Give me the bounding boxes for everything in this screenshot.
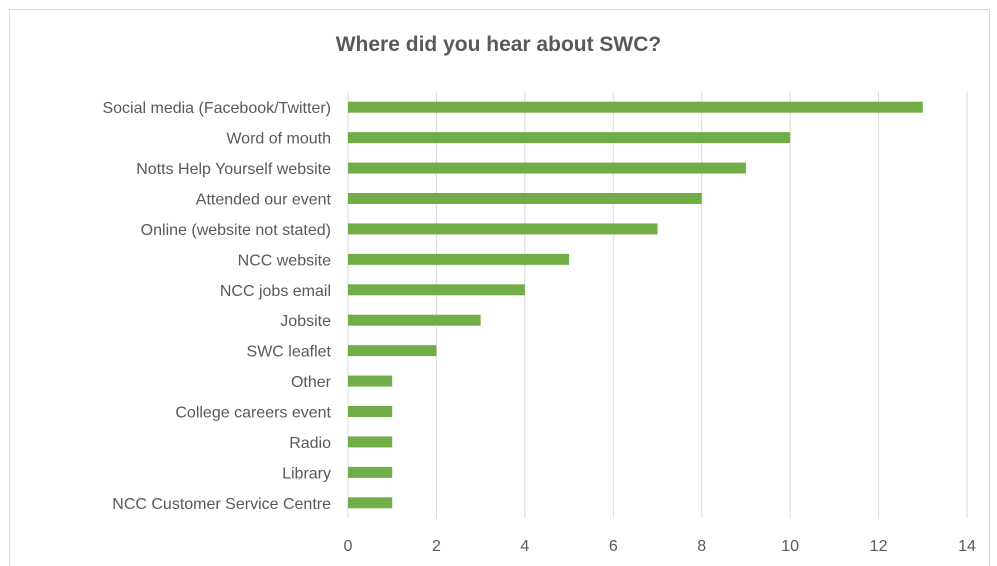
category-label: Radio: [289, 435, 331, 452]
bar: [348, 345, 437, 357]
x-tick-label: 12: [870, 538, 888, 555]
bar: [348, 375, 393, 387]
category-label: College careers event: [175, 405, 331, 422]
category-label: Social media (Facebook/Twitter): [102, 100, 331, 117]
bar: [348, 223, 658, 235]
category-label: NCC Customer Service Centre: [112, 496, 331, 513]
x-tick-label: 0: [344, 538, 353, 555]
category-label: NCC website: [238, 252, 331, 269]
x-tick-label: 8: [697, 538, 706, 555]
bar: [348, 497, 393, 509]
bar: [348, 314, 481, 326]
x-tick-label: 14: [958, 538, 976, 555]
category-label: Word of mouth: [226, 131, 331, 148]
bar: [348, 132, 791, 144]
category-label: Attended our event: [196, 192, 332, 209]
bar: [348, 253, 570, 265]
category-label: Notts Help Yourself website: [136, 161, 331, 178]
x-tick-label: 10: [781, 538, 799, 555]
x-tick-label: 4: [520, 538, 529, 555]
category-label: Jobsite: [280, 313, 331, 330]
category-label: Online (website not stated): [141, 222, 331, 239]
bar: [348, 193, 702, 204]
bar: [348, 406, 393, 417]
chart-title: Where did you hear about SWC?: [335, 33, 662, 56]
category-label: SWC leaflet: [247, 344, 332, 361]
category-label: Library: [282, 465, 331, 482]
bar: [348, 466, 393, 478]
category-label: Other: [291, 374, 332, 391]
bar: [348, 162, 746, 174]
bar: [348, 284, 525, 296]
bar: [348, 436, 393, 448]
x-tick-label: 2: [432, 538, 441, 555]
bar: [348, 101, 923, 113]
x-tick-label: 6: [609, 538, 618, 555]
category-label: NCC jobs email: [220, 283, 331, 300]
